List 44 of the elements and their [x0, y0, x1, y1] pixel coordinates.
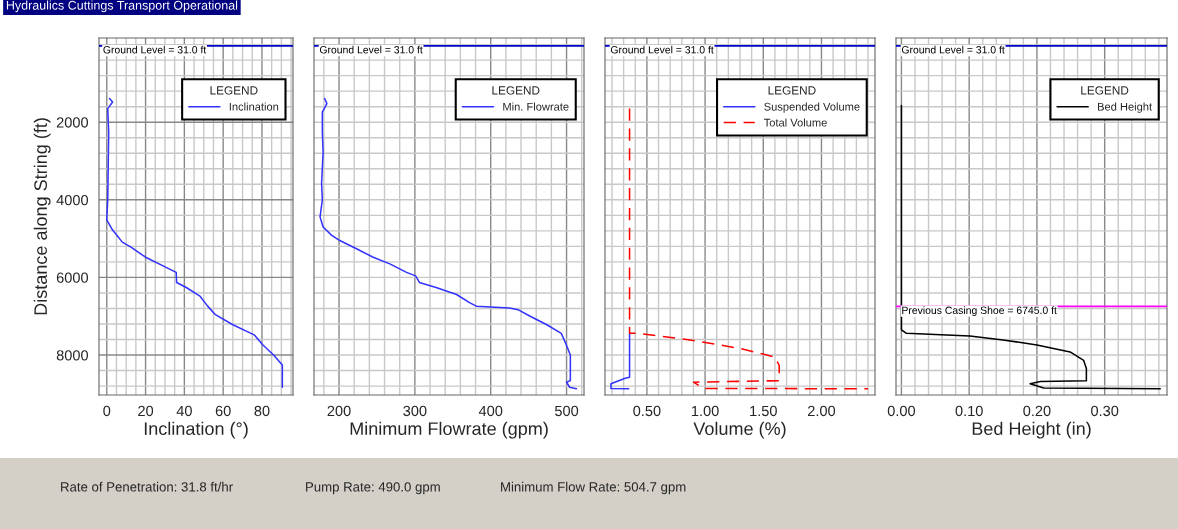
x-tick-label: 1.50	[750, 405, 777, 417]
x-tick-label: 0	[103, 405, 111, 417]
y-tick-label: 4000	[56, 194, 89, 206]
text: Pump Rate: 490.0 gpm	[306, 482, 440, 495]
legend-label: Inclination	[229, 102, 279, 111]
ref-line-label: Ground Level = 31.0 ft	[901, 45, 1005, 54]
x-axis-title: Volume (%)	[693, 421, 786, 439]
x-tick-label: 20	[138, 405, 154, 417]
legend-title: LEGEND	[768, 86, 816, 95]
x-tick-label: 60	[215, 405, 231, 417]
x-tick-label: 200	[327, 405, 351, 417]
x-tick-label: 500	[554, 405, 579, 417]
x-tick-label: 0.00	[887, 405, 916, 417]
legend-label: Suspended Volume	[764, 102, 860, 113]
legend-title: LEGEND	[1081, 86, 1129, 95]
legend-label: Min. Flowrate	[503, 102, 569, 111]
x-tick-label: 40	[176, 405, 192, 417]
y-tick-label: 8000	[56, 350, 89, 361]
x-tick-label: 80	[254, 405, 270, 417]
ref-line-label: Ground Level = 31.0 ft	[610, 45, 714, 54]
x-tick-label: 1.00	[692, 405, 719, 417]
x-tick-label: 0.10	[955, 405, 983, 417]
x-tick-label: 0.50	[633, 405, 661, 417]
x-tick-label: 0.30	[1091, 405, 1119, 417]
legend-label: Bed Height	[1098, 102, 1152, 113]
ref-line-label: Ground Level = 31.0 ft	[319, 45, 423, 54]
x-axis-title: Minimum Flowrate (gpm)	[350, 421, 548, 439]
chart-title: Hydraulics Cuttings Transport Operational	[6, 0, 238, 13]
x-axis-title: Inclination (°)	[144, 421, 248, 439]
y-tick-label: 2000	[56, 117, 89, 128]
legend-label: Total Volume	[763, 118, 827, 127]
ref-line-label: Previous Casing Shoe = 6745.0 ft	[902, 306, 1057, 317]
y-tick-label: 6000	[56, 272, 89, 283]
legend-title: LEGEND	[492, 86, 540, 95]
x-tick-label: 2.00	[808, 405, 836, 417]
x-tick-label: 0.20	[1023, 405, 1051, 417]
y-axis-title: Distance along String (ft)	[33, 118, 51, 315]
legend-title: LEGEND	[210, 86, 258, 95]
text: Minimum Flow Rate: 504.7 gpm	[501, 481, 686, 495]
ref-line-label: Ground Level = 31.0 ft	[103, 45, 207, 54]
text: Rate of Penetration: 31.8 ft/hr	[61, 481, 233, 492]
x-axis-title: Bed Height (in)	[972, 421, 1091, 439]
x-tick-label: 400	[478, 405, 503, 417]
x-tick-label: 300	[403, 405, 427, 417]
